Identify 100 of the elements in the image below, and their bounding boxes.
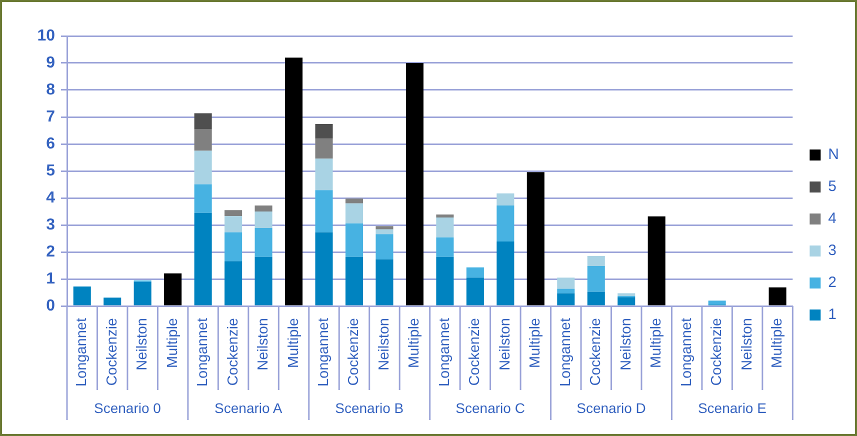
text: Scenario C xyxy=(456,400,525,416)
bar xyxy=(315,232,333,306)
legend-label: 2 xyxy=(828,274,837,292)
y-tick-label: 4 xyxy=(46,189,56,206)
bar xyxy=(224,216,242,232)
bar xyxy=(557,278,575,289)
y-tick-label: 2 xyxy=(46,243,56,260)
bar xyxy=(587,292,605,306)
bar xyxy=(376,259,394,306)
y-tick-label: 3 xyxy=(46,216,56,234)
x-tick-label: Neilston xyxy=(739,318,756,370)
y-tick-label: 10 xyxy=(37,27,56,44)
bar xyxy=(376,234,394,260)
bar xyxy=(345,198,364,204)
bar xyxy=(315,190,333,232)
x-tick-label: Longannet xyxy=(316,318,332,387)
bar xyxy=(768,287,786,306)
bar xyxy=(104,298,122,306)
text: Scenario E xyxy=(698,400,766,416)
bar xyxy=(194,184,212,213)
bar xyxy=(708,300,726,305)
bar xyxy=(254,206,272,212)
x-tick-label: Neilston xyxy=(134,318,151,370)
text: Scenario D xyxy=(576,400,646,416)
bar xyxy=(73,286,91,306)
bar xyxy=(254,228,272,257)
bar xyxy=(345,223,364,257)
bar xyxy=(436,256,454,306)
bar xyxy=(376,226,394,230)
x-tick-label: Cockenzie xyxy=(346,318,362,386)
bar xyxy=(194,113,212,130)
bar xyxy=(164,273,182,306)
bar xyxy=(436,214,454,218)
bar xyxy=(315,138,333,159)
bar xyxy=(315,124,333,139)
bar xyxy=(194,212,212,306)
bar xyxy=(618,293,636,296)
bar xyxy=(134,282,152,306)
y-tick-label: 7 xyxy=(46,108,56,126)
bar xyxy=(315,158,333,190)
x-tick-label: Longannet xyxy=(195,318,212,387)
x-tick-label: Neilston xyxy=(497,318,514,370)
bar xyxy=(526,172,544,306)
bar xyxy=(557,288,575,294)
legend-label: 3 xyxy=(828,242,837,260)
bar xyxy=(648,216,666,306)
y-tick-label: 1 xyxy=(46,270,56,288)
y-tick-label: 5 xyxy=(46,162,56,180)
bar xyxy=(254,256,272,306)
bar xyxy=(345,203,364,224)
bar xyxy=(436,217,454,238)
bar xyxy=(194,150,212,184)
bar xyxy=(194,129,212,151)
x-tick-label: Multiple xyxy=(164,318,181,368)
x-tick-label: Multiple xyxy=(770,318,786,368)
bar xyxy=(587,266,605,292)
x-tick-label: Longannet xyxy=(436,318,453,387)
text: Scenario 0 xyxy=(94,400,162,416)
legend-label: 4 xyxy=(828,210,837,228)
bar xyxy=(406,63,424,306)
bar xyxy=(224,210,242,216)
x-tick-label: Multiple xyxy=(528,318,544,368)
bar xyxy=(376,229,394,234)
x-tick-label: Cockenzie xyxy=(709,318,726,386)
text: Scenario B xyxy=(335,400,404,416)
x-tick-label: Neilston xyxy=(618,318,634,370)
x-tick-label: Cockenzie xyxy=(225,318,242,386)
x-tick-label: Cockenzie xyxy=(467,318,484,386)
x-tick-label: Multiple xyxy=(286,318,302,368)
x-tick-label: Multiple xyxy=(648,318,665,368)
bar xyxy=(496,206,514,242)
x-tick-label: Cockenzie xyxy=(588,318,604,386)
legend-label: 5 xyxy=(828,178,837,196)
y-tick-label: 8 xyxy=(46,81,56,98)
x-tick-label: Neilston xyxy=(376,318,392,370)
x-tick-label: Neilston xyxy=(256,318,272,370)
x-tick-label: Longannet xyxy=(558,318,574,387)
bar xyxy=(224,232,242,262)
bar xyxy=(466,278,484,306)
bar xyxy=(254,212,272,228)
legend-label: 1 xyxy=(828,306,837,324)
bar xyxy=(587,256,605,266)
bar xyxy=(496,241,514,306)
x-tick-label: Longannet xyxy=(678,318,695,387)
bar xyxy=(618,297,636,306)
x-tick-label: Multiple xyxy=(406,318,423,368)
bar xyxy=(285,58,303,306)
bar xyxy=(557,293,575,306)
bar xyxy=(466,267,484,278)
x-tick-label: Longannet xyxy=(74,318,90,387)
text: Scenario A xyxy=(214,400,283,416)
y-tick-label: 0 xyxy=(46,297,56,314)
legend-label: N xyxy=(828,146,840,164)
bar xyxy=(436,237,454,257)
bar xyxy=(224,261,242,306)
y-tick-label: 9 xyxy=(46,54,56,72)
y-tick-label: 6 xyxy=(46,135,56,152)
x-tick-label: Cockenzie xyxy=(104,318,120,386)
bar xyxy=(496,193,514,206)
bar xyxy=(345,256,364,306)
